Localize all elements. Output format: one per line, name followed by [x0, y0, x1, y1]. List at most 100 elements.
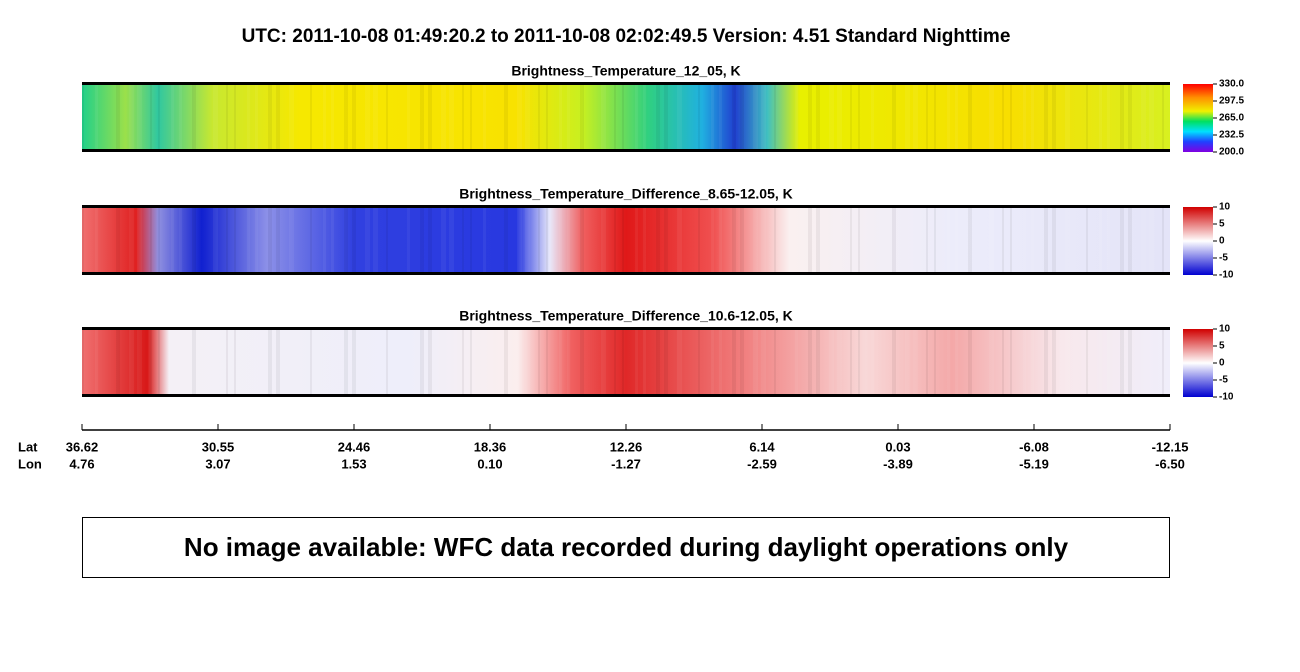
heatmap-streak: [711, 207, 714, 273]
border-bottom: [82, 272, 1170, 275]
heatmap-streak: [955, 329, 958, 395]
heatmap-streak: [82, 329, 84, 395]
heatmap-streak: [989, 329, 994, 395]
heatmap-streak: [179, 207, 182, 273]
figure-title: UTC: 2011-10-08 01:49:20.2 to 2011-10-08…: [242, 26, 1011, 47]
heatmap-streak: [470, 329, 472, 395]
heatmap-streak: [947, 207, 950, 273]
heatmap-streak: [1010, 329, 1012, 395]
heatmap-streak: [989, 84, 994, 150]
heatmap-streak: [643, 84, 646, 150]
heatmap-streak: [386, 84, 388, 150]
heatmap-streak: [276, 329, 280, 395]
heatmap-streak: [829, 84, 834, 150]
heatmap-streak: [428, 207, 432, 273]
heatmap-streak: [913, 329, 918, 395]
lat-tick-label: 30.55: [202, 439, 235, 454]
heatmap-streak: [837, 329, 842, 395]
lat-label: Lat: [18, 439, 38, 454]
heatmap-streak: [352, 84, 356, 150]
heatmap-streak: [331, 84, 334, 150]
heatmap-streak: [365, 207, 370, 273]
heatmap-streak: [546, 84, 548, 150]
heatmap-streak: [213, 84, 218, 150]
lon-label: Lon: [18, 456, 42, 471]
heatmap-streak: [1107, 329, 1110, 395]
lon-tick-label: -6.50: [1155, 456, 1185, 471]
heatmap-streak: [386, 207, 388, 273]
heatmap-streak: [352, 329, 356, 395]
heatmap-streak: [559, 84, 562, 150]
heatmap-streak: [1031, 329, 1034, 395]
heatmap-streak: [150, 207, 152, 273]
heatmap-streak: [1162, 84, 1164, 150]
heatmap-streak: [116, 84, 120, 150]
heatmap-streak: [643, 329, 646, 395]
heatmap-streak: [1107, 207, 1110, 273]
heatmap-streak: [816, 84, 820, 150]
heatmap-streak: [137, 84, 142, 150]
heatmap-streak: [407, 207, 410, 273]
lat-tick-label: -6.08: [1019, 439, 1049, 454]
heatmap-streak: [905, 329, 910, 395]
heatmap-streak: [934, 84, 936, 150]
lat-tick-label: 18.36: [474, 439, 507, 454]
heatmap-streak: [323, 329, 326, 395]
notice-text: No image available: WFC data recorded du…: [184, 532, 1069, 562]
heatmap-streak: [255, 84, 258, 150]
heatmap-streak: [116, 329, 120, 395]
heatmap-streak: [1162, 207, 1164, 273]
lon-tick-label: -5.19: [1019, 456, 1049, 471]
heatmap-streak: [677, 84, 682, 150]
heatmap-streak: [1052, 207, 1056, 273]
heatmap-streak: [1044, 84, 1048, 150]
colorbar-tick-label: -10: [1219, 392, 1234, 403]
heatmap-streak: [386, 329, 388, 395]
heatmap-streak: [171, 207, 174, 273]
colorbar-tick-label: 0: [1219, 358, 1225, 369]
heatmap-streak: [373, 84, 378, 150]
heatmap-streak: [656, 207, 660, 273]
heatmap-streak: [344, 207, 348, 273]
heatmap-streak: [1052, 329, 1056, 395]
heatmap-streak: [968, 207, 972, 273]
heatmap-streak: [247, 207, 250, 273]
heatmap-streak: [137, 207, 142, 273]
heatmap-streak: [525, 329, 530, 395]
heatmap-streak: [441, 329, 446, 395]
heatmap-streak: [129, 329, 134, 395]
panel-title: Brightness_Temperature_Difference_8.65-1…: [459, 186, 793, 202]
heatmap-streak: [234, 329, 236, 395]
heatmap-streak: [1086, 329, 1088, 395]
heatmap-streak: [567, 329, 570, 395]
heatmap-streak: [871, 329, 874, 395]
heatmap-streak: [837, 84, 842, 150]
heatmap-streak: [525, 84, 530, 150]
heatmap-streak: [158, 329, 160, 395]
border-top: [82, 327, 1170, 330]
heatmap-streak: [1149, 329, 1154, 395]
lat-tick-label: 12.26: [610, 439, 643, 454]
heatmap-streak: [711, 329, 714, 395]
heatmap: [82, 207, 1170, 273]
heatmap-streak: [192, 84, 196, 150]
heatmap-streak: [365, 329, 370, 395]
heatmap-streak: [538, 84, 540, 150]
heatmap-streak: [698, 329, 700, 395]
heatmap-streak: [753, 329, 758, 395]
colorbar-tick-label: 5: [1219, 341, 1225, 352]
heatmap-streak: [1128, 329, 1132, 395]
panel-title: Brightness_Temperature_Difference_10.6-1…: [459, 308, 793, 324]
heatmap-streak: [698, 207, 700, 273]
heatmap-streak: [171, 84, 174, 150]
heatmap-streak: [913, 207, 918, 273]
heatmap-streak: [635, 329, 638, 395]
heatmap-streak: [567, 207, 570, 273]
heatmap-streak: [1010, 207, 1012, 273]
heatmap-streak: [580, 207, 584, 273]
heatmap-streak: [289, 207, 294, 273]
heatmap-streak: [1002, 207, 1004, 273]
heatmap-streak: [310, 329, 312, 395]
heatmap-streak: [420, 84, 424, 150]
heatmap-streak: [753, 84, 758, 150]
